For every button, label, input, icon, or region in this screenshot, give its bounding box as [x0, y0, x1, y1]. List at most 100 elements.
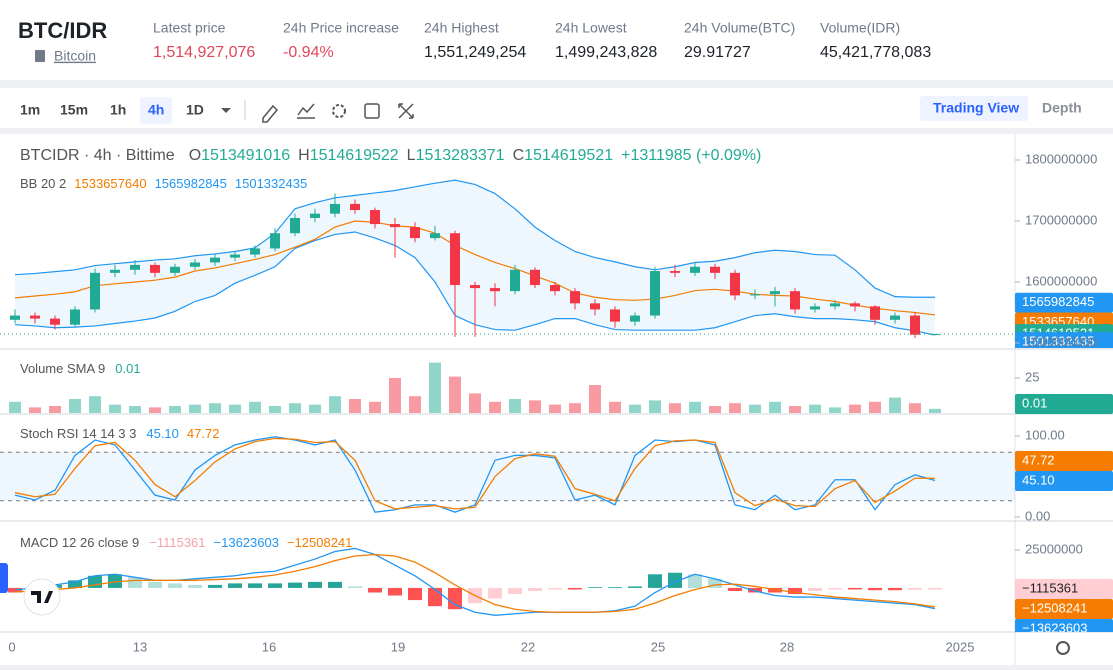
macd-hist-bar	[788, 587, 802, 595]
ohlc-value: 1513283371	[416, 147, 505, 164]
candle-body	[10, 315, 20, 320]
stoch-d: 47.72	[187, 426, 220, 441]
ohlc-key: H	[298, 147, 310, 164]
coin-icon	[35, 50, 45, 62]
macd-badge: −1115361	[1022, 580, 1078, 595]
x-tick-label: 22	[521, 639, 535, 654]
volume-bar	[49, 406, 61, 413]
macd-hist-bar	[568, 587, 582, 590]
macd-hist-bar	[908, 587, 922, 590]
macd-badge: −13623603	[1022, 620, 1087, 635]
candle-body	[110, 269, 120, 273]
interval[interactable]: 1h	[110, 102, 126, 118]
volume-bar	[669, 403, 681, 413]
candle-body	[690, 266, 700, 273]
candle-body	[190, 262, 200, 267]
candle-body	[530, 269, 540, 286]
candle-body	[210, 257, 220, 263]
fullscreen-icon[interactable]	[398, 103, 414, 119]
candle-body	[370, 210, 380, 225]
candle-body	[810, 306, 820, 310]
bb-upper	[14, 179, 935, 298]
candle-body	[270, 233, 280, 249]
stat-value: 45,421,778,083	[820, 44, 931, 61]
draw-icon[interactable]	[262, 104, 279, 123]
macd-hist-bar	[208, 584, 222, 588]
volume-bar	[109, 404, 121, 413]
volume-bar	[369, 401, 381, 413]
view-tab[interactable]: Depth	[1042, 100, 1082, 116]
candle-body	[130, 264, 140, 270]
volume-badge-bg	[1015, 394, 1113, 414]
stoch-badge-bg	[1015, 471, 1113, 491]
macd-hist-bar	[748, 587, 762, 593]
volume-bar	[709, 406, 721, 413]
stoch-k: 45.10	[146, 426, 179, 441]
candle-body	[250, 248, 260, 255]
volume-bar	[69, 399, 81, 413]
candle-body	[30, 315, 40, 319]
macd-hist-bar	[308, 581, 322, 588]
candle-body	[550, 285, 560, 292]
y-tick-label: 25000000	[1025, 541, 1083, 556]
main-legend: BTCIDR · 4h · Bittime O1513491016 H1514619…	[20, 147, 761, 164]
ohlc-key: C	[513, 147, 525, 164]
view-tab[interactable]: Trading View	[933, 100, 1019, 116]
stoch-legend: Stoch RSI 14 14 3 3 45.10 47.72	[20, 426, 219, 441]
volume-bar	[789, 406, 801, 413]
toolbar: 1m 15m 1h 4h 1D Trading View Depth	[20, 96, 1082, 124]
macd-hist-bar	[448, 587, 462, 610]
interval[interactable]: 4h	[148, 102, 164, 118]
interval[interactable]: 1D	[186, 102, 204, 118]
coin-link[interactable]: Bitcoin	[54, 48, 96, 64]
volume-bar	[609, 401, 621, 413]
header-bg	[0, 0, 1113, 80]
candle-body	[450, 233, 460, 286]
interval[interactable]: 1m	[20, 102, 40, 118]
candle-body	[170, 266, 180, 273]
volume-bar	[869, 401, 881, 413]
save-icon[interactable]	[364, 103, 380, 119]
volume-bar	[509, 399, 521, 413]
macd-hist-bar	[108, 574, 122, 588]
stat-value: 29.91727	[684, 44, 751, 61]
volume-bar	[29, 407, 41, 413]
stoch-k	[14, 436, 936, 513]
side-tab[interactable]	[0, 563, 8, 593]
dropdown-caret[interactable]	[221, 108, 231, 113]
macd-hist-bar	[848, 587, 862, 590]
stat-label: Latest price	[153, 20, 226, 36]
macd-hist-bar	[428, 587, 442, 607]
macd-hist-bar	[348, 586, 362, 588]
x-tick-label: 13	[133, 639, 147, 654]
x-tick-label: 2025	[946, 639, 975, 654]
volume-bar	[489, 401, 501, 413]
candle-body	[470, 285, 480, 289]
volume-bar	[809, 404, 821, 413]
indicator-icon[interactable]	[297, 103, 315, 119]
stat-value: -0.94%	[283, 44, 334, 61]
candle-body	[390, 224, 400, 228]
settings-button[interactable]	[1056, 641, 1070, 655]
x-tick-label: 25	[651, 639, 665, 654]
volume-bar	[189, 404, 201, 413]
macd-signal: −12508241	[287, 535, 352, 550]
settings-icon[interactable]	[332, 104, 346, 118]
candle-body	[790, 291, 800, 310]
macd-hist-bar	[168, 583, 182, 588]
macd-hist-bar	[188, 584, 202, 588]
volume-bar	[389, 378, 401, 413]
candle-body	[650, 271, 660, 316]
interval[interactable]: 15m	[60, 102, 88, 118]
macd-hist-bar	[588, 587, 602, 588]
macd-hist-bar	[628, 586, 642, 588]
volume-bar	[469, 393, 481, 413]
volume-bar	[449, 376, 461, 413]
price-badge: 1565982845	[1022, 294, 1094, 309]
candle-body	[150, 264, 160, 273]
macd-hist-bar	[268, 583, 282, 588]
candle-body	[870, 306, 880, 320]
volume-bar	[249, 401, 261, 413]
